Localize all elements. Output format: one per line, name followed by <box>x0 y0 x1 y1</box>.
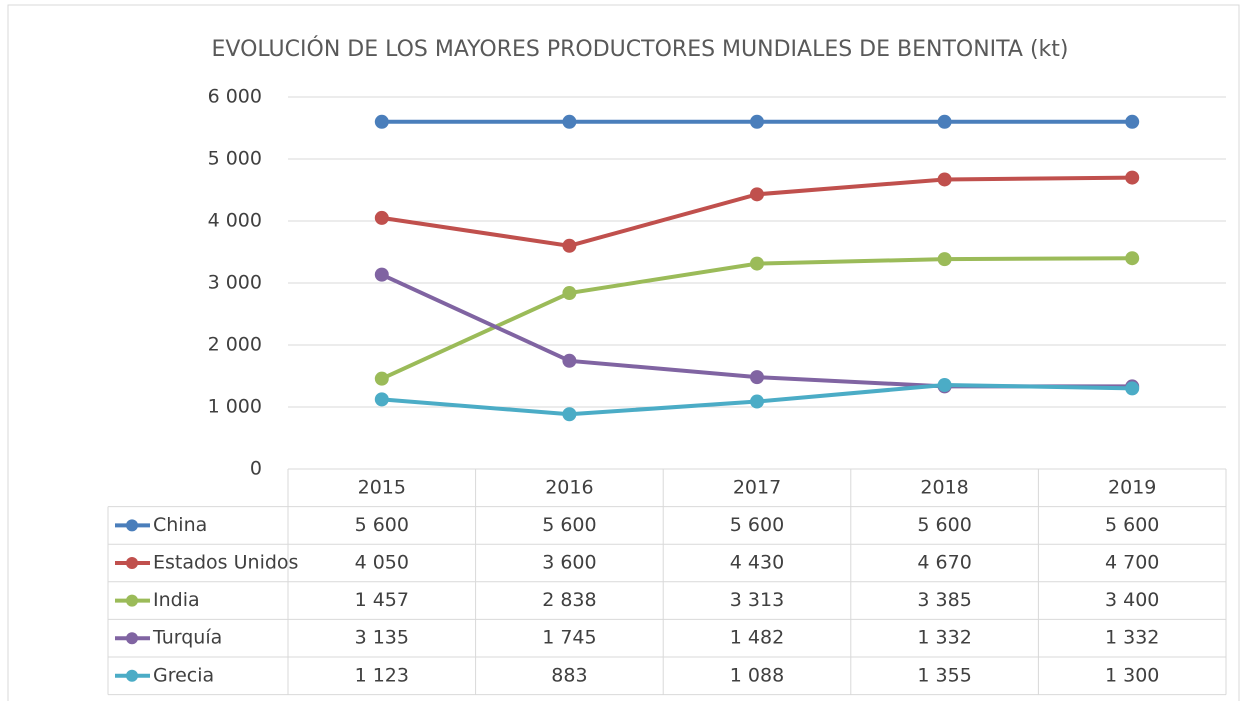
table-value: 3 600 <box>542 552 596 574</box>
table-value: 4 430 <box>730 552 784 574</box>
marker <box>374 114 389 129</box>
chart-title: EVOLUCIÓN DE LOS MAYORES PRODUCTORES MUN… <box>212 36 1069 62</box>
legend-key-marker <box>126 519 138 532</box>
marker <box>1125 381 1140 396</box>
marker <box>374 210 389 225</box>
legend-key-marker <box>126 594 138 607</box>
table-value: 4 670 <box>917 552 971 574</box>
table-value: 5 600 <box>355 514 409 536</box>
y-tick-label: 0 <box>250 458 262 480</box>
legend-key-marker <box>126 557 138 569</box>
marker <box>750 370 764 385</box>
table-value: 3 385 <box>917 589 971 611</box>
marker <box>937 377 952 392</box>
table-value: 2 838 <box>542 589 596 611</box>
marker <box>937 172 952 187</box>
legend-label: Grecia <box>153 664 214 686</box>
legend-label: Estados Unidos <box>153 552 298 574</box>
marker <box>1125 170 1140 185</box>
table-value: 1 482 <box>730 627 784 649</box>
x-tick-label: 2019 <box>1108 476 1156 498</box>
marker <box>374 392 389 407</box>
table-value: 3 135 <box>355 627 409 649</box>
legend-key-marker <box>126 669 138 682</box>
x-tick-label: 2017 <box>733 476 781 498</box>
table-value: 1 332 <box>917 627 971 649</box>
marker <box>750 394 764 409</box>
y-tick-label: 2 000 <box>208 334 262 356</box>
marker <box>562 407 577 422</box>
marker <box>937 114 952 129</box>
y-tick-label: 6 000 <box>208 86 262 108</box>
marker <box>750 114 764 129</box>
table-value: 5 600 <box>730 514 784 536</box>
y-tick-label: 1 000 <box>208 396 262 418</box>
y-tick-label: 4 000 <box>208 210 262 232</box>
marker <box>562 114 577 129</box>
table-value: 1 300 <box>1105 664 1159 686</box>
x-tick-label: 2015 <box>358 476 406 498</box>
table-value: 1 123 <box>355 664 409 686</box>
y-tick-label: 5 000 <box>208 148 262 170</box>
x-tick-label: 2016 <box>545 476 593 498</box>
marker <box>1125 251 1140 266</box>
table-value: 5 600 <box>917 514 971 536</box>
table-value: 1 457 <box>355 589 409 611</box>
table-value: 1 332 <box>1105 627 1159 649</box>
marker <box>750 256 764 271</box>
legend-label: India <box>153 589 200 611</box>
legend-label: China <box>153 514 207 536</box>
table-value: 4 700 <box>1105 552 1159 574</box>
table-value: 3 313 <box>730 589 784 611</box>
legend-key-marker <box>126 632 138 645</box>
marker <box>374 267 389 282</box>
marker <box>374 371 389 386</box>
table-value: 1 745 <box>542 627 596 649</box>
x-tick-label: 2018 <box>920 476 968 498</box>
table-value: 883 <box>551 664 587 686</box>
marker <box>750 187 764 202</box>
chart-border <box>7 4 1240 701</box>
table-value: 3 400 <box>1105 589 1159 611</box>
table-value: 1 355 <box>917 664 971 686</box>
marker <box>1125 114 1140 129</box>
y-tick-label: 3 000 <box>208 272 262 294</box>
series-line <box>380 256 1133 381</box>
marker <box>562 286 577 301</box>
marker <box>562 238 577 253</box>
marker <box>562 353 577 368</box>
table-value: 4 050 <box>355 552 409 574</box>
table-value: 5 600 <box>542 514 596 536</box>
legend-label: Turquía <box>152 627 222 649</box>
series-line <box>380 272 1133 389</box>
table-value: 5 600 <box>1105 514 1159 536</box>
marker <box>937 252 952 267</box>
table-value: 1 088 <box>730 664 784 686</box>
